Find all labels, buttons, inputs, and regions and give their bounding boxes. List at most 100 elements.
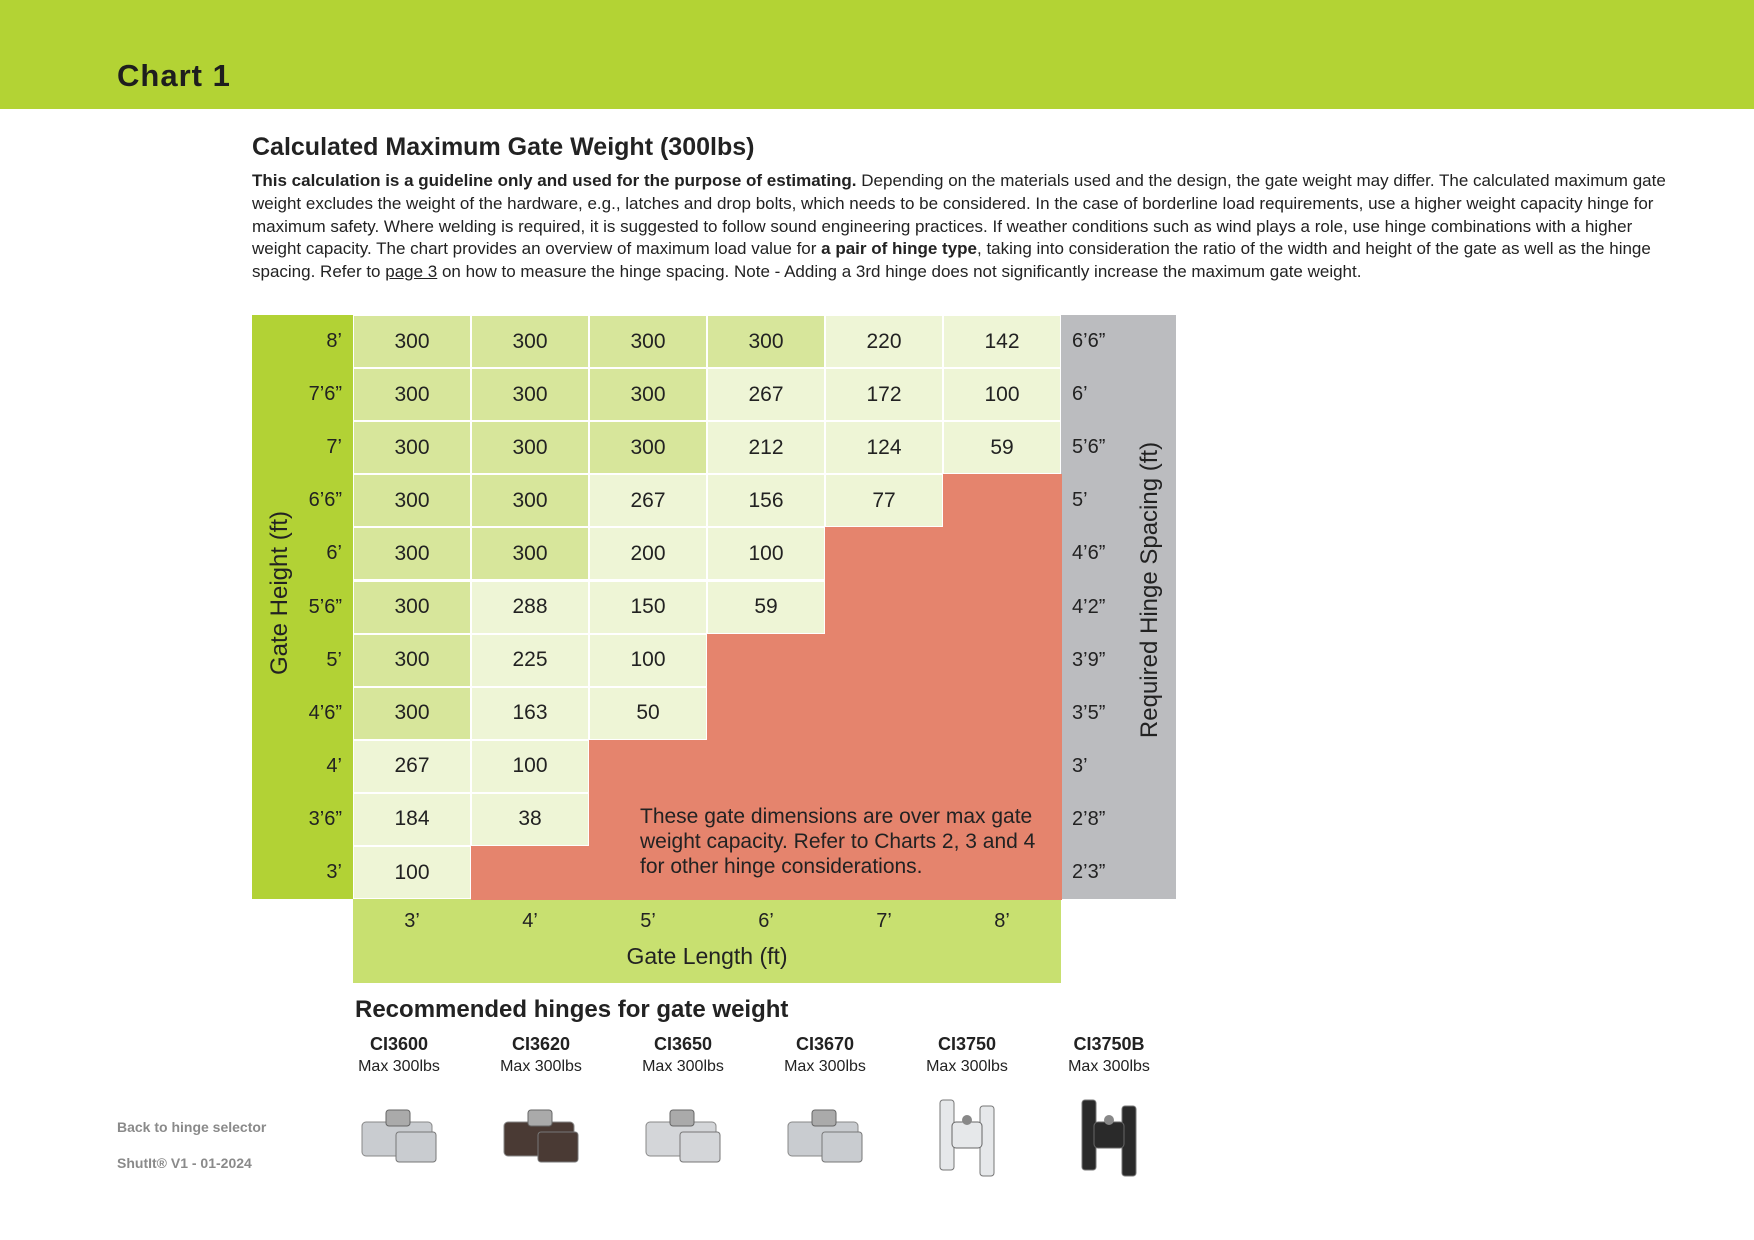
value-cell: 100 [943, 368, 1061, 422]
height-label: 6’6” [308, 489, 342, 512]
spacing-label: 5’6” [1072, 436, 1106, 459]
hinge-capacity: Max 300lbs [926, 1058, 1008, 1075]
hinge-name: CI3600 [369, 1034, 429, 1054]
value-cell: 50 [589, 686, 707, 740]
spacing-label: 6’6” [1072, 330, 1106, 353]
value-cell: 59 [707, 580, 825, 634]
value-cell: 300 [471, 474, 589, 528]
over-capacity-cell [943, 474, 1062, 529]
hinge-image [1081, 1099, 1137, 1177]
height-label: 3’ [326, 861, 342, 884]
over-capacity-cell [943, 739, 1062, 794]
over-capacity-cell [943, 846, 1062, 901]
value-cell: 124 [825, 421, 943, 475]
hinge-image [361, 1109, 437, 1163]
over-capacity-cell [707, 633, 826, 688]
value-cell: 172 [825, 368, 943, 422]
value-cell: 100 [589, 633, 707, 687]
height-label: 8’ [326, 330, 342, 353]
header-bar [0, 0, 1754, 109]
height-label: 7’ [326, 436, 342, 459]
value-cell: 142 [943, 315, 1061, 369]
over-capacity-cell [825, 580, 944, 635]
over-capacity-cell [943, 633, 1062, 688]
value-cell: 300 [353, 527, 471, 581]
length-label: 6’ [758, 909, 774, 932]
height-label: 5’6” [308, 595, 342, 618]
value-cell: 300 [353, 315, 471, 369]
value-cell: 300 [353, 368, 471, 422]
page-link[interactable]: page 3 [385, 262, 438, 282]
value-cell: 77 [825, 474, 943, 528]
value-cell: 225 [471, 633, 589, 687]
intro: This calculation is a guideline only and… [252, 170, 1672, 284]
spacing-label: 6’ [1072, 383, 1088, 406]
over-capacity-cell [943, 686, 1062, 741]
height-label: 6’ [326, 542, 342, 565]
value-cell: 59 [943, 421, 1061, 475]
hinge-capacity: Max 300lbs [1068, 1058, 1150, 1075]
intro-bold: a pair of hinge type [821, 239, 977, 259]
value-cell: 156 [707, 474, 825, 528]
spacing-label: 2’3” [1072, 861, 1106, 884]
over-capacity-cell [707, 686, 826, 741]
length-label: 3’ [404, 909, 420, 932]
value-cell: 267 [589, 474, 707, 528]
value-cell: 300 [471, 527, 589, 581]
hinge-capacity: Max 300lbs [642, 1058, 724, 1075]
value-cell: 38 [471, 792, 589, 846]
over-capacity-cell [589, 846, 708, 901]
back-link[interactable]: Back to hinge selector [117, 1119, 267, 1135]
over-capacity-cell [825, 527, 944, 582]
section-title: Calculated Maximum Gate Weight (300lbs) [252, 133, 755, 161]
spacing-column [1061, 315, 1176, 900]
spacing-label: 5’ [1072, 489, 1088, 512]
over-capacity-cell [825, 739, 944, 794]
value-cell: 220 [825, 315, 943, 369]
height-column [252, 315, 353, 900]
value-cell: 300 [353, 580, 471, 634]
length-axis-label: Gate Length (ft) [626, 943, 788, 970]
height-label: 3’6” [308, 807, 342, 830]
over-capacity-cell [825, 792, 944, 847]
value-cell: 300 [471, 368, 589, 422]
value-cell: 300 [353, 421, 471, 475]
spacing-label: 4’2” [1072, 595, 1106, 618]
value-cell: 100 [707, 527, 825, 581]
value-cell: 300 [471, 315, 589, 369]
value-cell: 300 [589, 421, 707, 475]
value-cell: 288 [471, 580, 589, 634]
height-axis-label: Gate Height (ft) [266, 510, 293, 676]
hinge-name: CI3750B [1073, 1034, 1145, 1054]
over-capacity-cell [825, 846, 944, 901]
value-cell: 300 [353, 474, 471, 528]
hinge-name: CI3620 [511, 1034, 571, 1054]
hinge-image [787, 1109, 863, 1163]
over-capacity-note: These gate dimensions are over max gate … [640, 805, 1036, 878]
value-cell: 200 [589, 527, 707, 581]
hinge-name: CI3750 [937, 1034, 997, 1054]
header-title: Chart 1 [117, 58, 231, 93]
value-cell: 300 [589, 368, 707, 422]
over-capacity-cell [943, 792, 1062, 847]
value-cell: 212 [707, 421, 825, 475]
hinge-capacity: Max 300lbs [784, 1058, 866, 1075]
height-label: 4’6” [308, 701, 342, 724]
hinge-name: CI3650 [653, 1034, 713, 1054]
height-label: 7’6” [308, 383, 342, 406]
spacing-label: 3’9” [1072, 648, 1106, 671]
intro-text: Depending on the materials used and the … [252, 171, 1666, 259]
hinge-image [645, 1109, 721, 1163]
over-capacity-cell [589, 739, 708, 794]
hinges-title: Recommended hinges for gate weight [355, 996, 789, 1023]
hinge-name: CI3670 [795, 1034, 855, 1054]
version: ShutIt® V1 - 01-2024 [117, 1155, 252, 1171]
spacing-label: 3’ [1072, 754, 1088, 777]
over-capacity-cell [825, 686, 944, 741]
length-label: 7’ [876, 909, 892, 932]
value-cell: 184 [353, 792, 471, 846]
hinge-capacity: Max 300lbs [500, 1058, 582, 1075]
value-cell: 100 [353, 846, 471, 900]
